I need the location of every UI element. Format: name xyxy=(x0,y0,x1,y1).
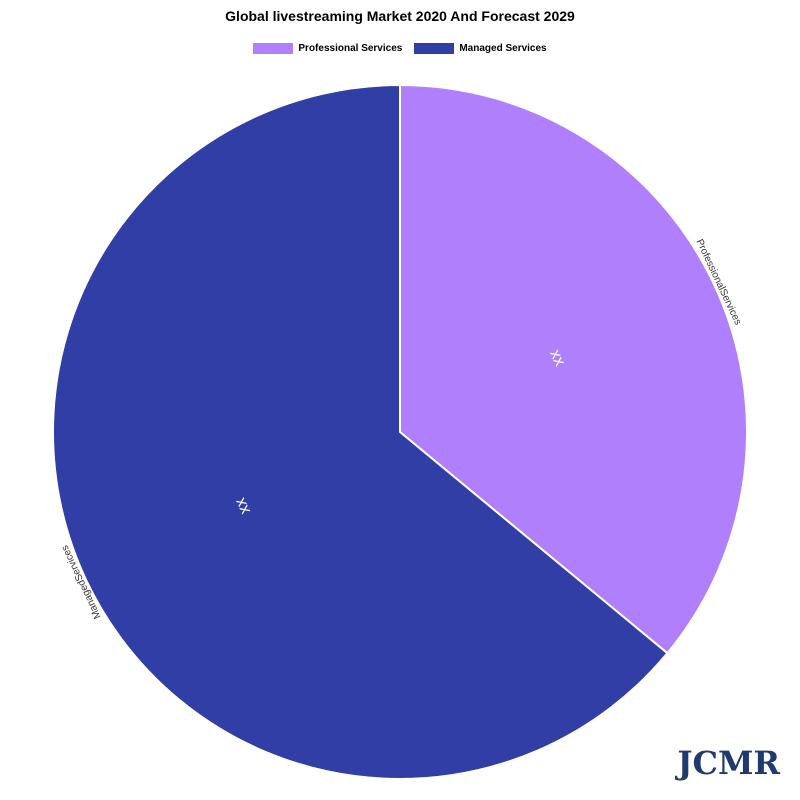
chart-title: Global livestreaming Market 2020 And For… xyxy=(225,8,575,24)
pie-slice-professional-services[interactable] xyxy=(399,83,748,655)
legend-swatch-managed-services xyxy=(414,43,455,54)
pie-slice-managed-services[interactable] xyxy=(52,83,669,780)
legend: Professional Services Managed Services xyxy=(0,43,800,54)
legend-item-professional-services[interactable]: Professional Services xyxy=(253,43,402,54)
legend-label-professional-services: Professional Services xyxy=(298,43,403,54)
legend-swatch-professional-services xyxy=(253,43,294,54)
legend-item-managed-services[interactable]: Managed Services xyxy=(414,43,547,54)
pie-value-label-professional-services: xx xyxy=(546,347,568,369)
pie-value-label-managed-services: xx xyxy=(232,495,254,517)
jcmr-logo: JCMR xyxy=(677,744,780,782)
legend-label-managed-services: Managed Services xyxy=(459,43,547,54)
